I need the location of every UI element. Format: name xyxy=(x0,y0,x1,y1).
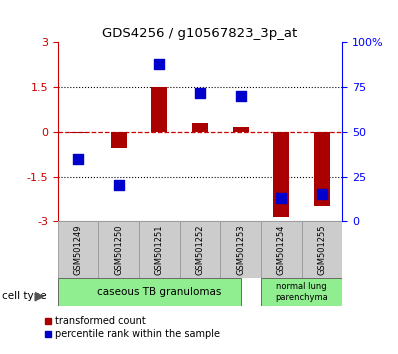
Bar xyxy=(302,221,342,278)
Bar xyxy=(139,221,179,278)
Text: ▶: ▶ xyxy=(35,290,45,303)
Bar xyxy=(273,132,289,217)
Point xyxy=(156,61,162,67)
Bar xyxy=(261,221,302,278)
Text: caseous TB granulomas: caseous TB granulomas xyxy=(97,287,222,297)
Point xyxy=(197,90,203,95)
Bar xyxy=(261,278,342,306)
Point xyxy=(115,183,122,188)
Bar xyxy=(98,221,139,278)
Bar xyxy=(192,123,208,132)
Bar xyxy=(58,278,241,306)
Text: GSM501255: GSM501255 xyxy=(318,224,326,275)
Bar xyxy=(314,132,330,206)
Text: GSM501250: GSM501250 xyxy=(114,224,123,275)
Point xyxy=(75,156,81,161)
Bar xyxy=(111,132,127,148)
Bar xyxy=(220,221,261,278)
Text: GSM501251: GSM501251 xyxy=(155,224,164,275)
Bar xyxy=(70,132,86,133)
Bar xyxy=(179,221,220,278)
Point xyxy=(319,192,325,197)
Point xyxy=(278,195,285,201)
Text: normal lung
parenchyma: normal lung parenchyma xyxy=(275,282,328,302)
Bar xyxy=(151,87,168,132)
Title: GDS4256 / g10567823_3p_at: GDS4256 / g10567823_3p_at xyxy=(102,27,298,40)
Bar xyxy=(232,127,249,132)
Text: GSM501253: GSM501253 xyxy=(236,224,245,275)
Point xyxy=(238,93,244,99)
Bar xyxy=(58,221,98,278)
Legend: transformed count, percentile rank within the sample: transformed count, percentile rank withi… xyxy=(45,316,220,339)
Text: GSM501254: GSM501254 xyxy=(277,224,286,275)
Text: GSM501249: GSM501249 xyxy=(74,224,82,275)
Text: cell type: cell type xyxy=(2,291,47,301)
Text: GSM501252: GSM501252 xyxy=(195,224,205,275)
